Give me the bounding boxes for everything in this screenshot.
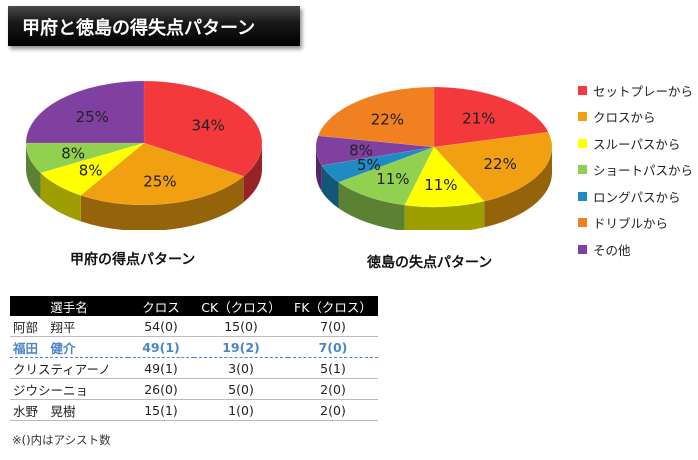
pie-data-label: 25% bbox=[143, 173, 176, 191]
pie-chart-tokushima: 21%22%11%11%5%8%22% bbox=[315, 86, 553, 230]
player-name: ジウシーニョ bbox=[10, 378, 128, 400]
fk-value: 5(1) bbox=[288, 357, 378, 379]
legend-item: クロスから bbox=[578, 104, 693, 131]
table-header-row: 選手名 クロス CK（クロス） FK（クロス） bbox=[10, 296, 378, 316]
player-name: 水野 晃樹 bbox=[10, 399, 128, 421]
pie-data-label: 8% bbox=[79, 161, 103, 179]
ck-value: 15(0) bbox=[194, 316, 288, 337]
legend-item: セットプレーから bbox=[578, 77, 693, 104]
pie-slice bbox=[143, 80, 263, 177]
pie-slice-side bbox=[338, 182, 405, 230]
chart-title-kofu: 甲府の得点パターン bbox=[70, 252, 196, 268]
fk-value: 2(0) bbox=[288, 399, 378, 421]
legend-label: その他 bbox=[593, 242, 631, 258]
pie-slice bbox=[40, 142, 145, 196]
pie-slice-side bbox=[404, 201, 485, 230]
table-row: ジウシーニョ 26(0) 5(0) 2(0) bbox=[10, 378, 378, 400]
pie-data-label: 21% bbox=[462, 110, 495, 128]
legend-item: ロングパスから bbox=[578, 183, 693, 210]
pie-slice bbox=[338, 146, 435, 206]
column-header-ck: CK（クロス） bbox=[194, 296, 288, 316]
pie-data-label: 22% bbox=[371, 110, 404, 128]
table-row: クリスティアーノ 49(1) 3(0) 5(1) bbox=[10, 357, 378, 379]
fk-value: 2(0) bbox=[288, 378, 378, 400]
pie-slice-side bbox=[80, 176, 244, 230]
pie-data-label: 34% bbox=[191, 116, 224, 134]
ck-value: 19(2) bbox=[194, 336, 288, 358]
pie-data-label: 22% bbox=[484, 155, 517, 173]
pie-slice-side bbox=[25, 143, 41, 199]
ck-value: 5(0) bbox=[194, 378, 288, 400]
pie-data-label: 25% bbox=[76, 108, 109, 126]
footnote: ※()内はアシスト数 bbox=[12, 433, 111, 447]
pie-data-label: 11% bbox=[424, 176, 457, 194]
table-row: 阿部 翔平 54(0) 15(0) 7(0) bbox=[10, 316, 378, 337]
legend-swatch bbox=[578, 165, 587, 175]
legend-swatch bbox=[578, 191, 587, 201]
pie-data-label: 8% bbox=[349, 141, 373, 159]
legend-label: ショートパスから bbox=[593, 163, 694, 179]
cross-value: 26(0) bbox=[128, 378, 194, 400]
player-name: 福田 健介 bbox=[10, 336, 128, 358]
pie-slice bbox=[433, 131, 553, 202]
pie-data-label: 8% bbox=[61, 145, 85, 163]
legend-label: スルーパスから bbox=[593, 136, 681, 152]
pie-slice-side bbox=[484, 147, 552, 228]
ck-value: 1(0) bbox=[194, 399, 288, 421]
legend: セットプレーから クロスから スルーパスから ショートパスから ロングパスから … bbox=[578, 77, 693, 263]
pie-slice bbox=[315, 135, 435, 166]
pie-chart-kofu: 34% 25% 8%8% 25% bbox=[25, 80, 263, 230]
legend-swatch bbox=[578, 85, 587, 95]
page-title: 甲府と徳島の得失点パターン bbox=[8, 6, 300, 46]
pie-slice bbox=[25, 80, 145, 144]
pie-charts: 34%25%8%8%25% 21%22%11%11%5%8%22% bbox=[25, 80, 553, 230]
pie-slice-side bbox=[321, 165, 339, 209]
legend-label: セットプレーから bbox=[593, 83, 694, 99]
player-name: 阿部 翔平 bbox=[10, 316, 128, 337]
legend-swatch bbox=[578, 138, 587, 148]
pie-slice bbox=[25, 142, 145, 174]
pie-slice bbox=[317, 86, 435, 148]
cross-value: 49(1) bbox=[128, 336, 194, 358]
cross-value: 15(1) bbox=[128, 399, 194, 421]
legend-item: スルーパスから bbox=[578, 130, 693, 157]
ck-value: 3(0) bbox=[194, 357, 288, 379]
fk-value: 7(0) bbox=[288, 336, 378, 358]
pie-slice-side bbox=[40, 172, 81, 222]
column-header-cross: クロス bbox=[128, 296, 194, 316]
table-row: 水野 晃樹 15(1) 1(0) 2(0) bbox=[10, 399, 378, 421]
player-name: クリスティアーノ bbox=[10, 357, 128, 379]
legend-label: クロスから bbox=[593, 110, 656, 126]
legend-swatch bbox=[578, 244, 587, 254]
legend-swatch bbox=[578, 112, 587, 122]
page-title-text: 甲府と徳島の得失点パターン bbox=[22, 18, 256, 39]
pie-slice bbox=[321, 146, 435, 183]
cross-value: 49(1) bbox=[128, 357, 194, 379]
cross-value: 54(0) bbox=[128, 316, 194, 337]
legend-label: ロングパスから bbox=[593, 189, 681, 205]
legend-swatch bbox=[578, 218, 587, 228]
legend-item: ショートパスから bbox=[578, 157, 693, 184]
column-header-player: 選手名 bbox=[10, 296, 128, 316]
pie-slice bbox=[80, 142, 245, 206]
stats-table: 選手名 クロス CK（クロス） FK（クロス） 阿部 翔平 54(0) 15(0… bbox=[10, 296, 378, 421]
legend-label: ドリブルから bbox=[593, 216, 669, 232]
legend-item: ドリブルから bbox=[578, 210, 693, 237]
pie-slice bbox=[433, 86, 549, 148]
pie-slice-side bbox=[243, 143, 262, 203]
chart-title-tokushima: 徳島の失点パターン bbox=[367, 255, 493, 271]
pie-slice bbox=[404, 146, 485, 208]
legend-item: その他 bbox=[578, 236, 693, 263]
fk-value: 7(0) bbox=[288, 316, 378, 337]
column-header-fk: FK（クロス） bbox=[288, 296, 378, 316]
table-row-highlighted: 福田 健介 49(1) 19(2) 7(0) bbox=[10, 336, 378, 358]
pie-data-label: 5% bbox=[357, 156, 381, 174]
pie-data-label: 11% bbox=[376, 170, 409, 188]
pie-slice-side bbox=[316, 147, 322, 192]
